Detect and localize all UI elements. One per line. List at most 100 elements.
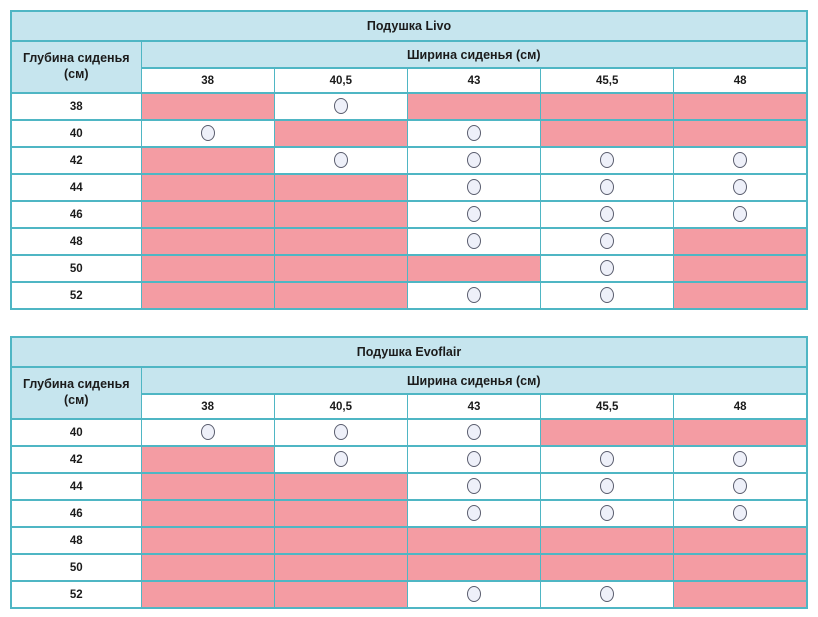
table-title: Подушка Evoflair xyxy=(10,336,808,368)
available-cell xyxy=(406,281,542,310)
circle-outline-icon xyxy=(466,586,481,603)
unavailable-cell xyxy=(406,526,542,555)
circle-outline-icon xyxy=(733,152,748,169)
row-label-cell: 46 xyxy=(10,499,142,528)
table-row: 38 xyxy=(10,92,808,121)
circle-outline-icon xyxy=(600,206,615,223)
unavailable-cell xyxy=(673,119,808,148)
circle-outline-icon xyxy=(333,424,348,441)
unavailable-cell xyxy=(273,119,408,148)
circle-outline-icon xyxy=(466,125,481,142)
depth-header-cell: Глубина сиденья (см) xyxy=(10,40,142,94)
unavailable-cell xyxy=(406,553,542,582)
table-row: 40 xyxy=(10,119,808,148)
unavailable-cell xyxy=(673,227,808,256)
unavailable-cell xyxy=(273,281,408,310)
available-cell xyxy=(540,472,675,501)
unavailable-cell xyxy=(140,146,275,175)
available-cell xyxy=(540,445,675,474)
circle-outline-icon xyxy=(733,451,748,468)
table-row: 48 xyxy=(10,227,808,256)
available-cell xyxy=(406,445,542,474)
available-cell xyxy=(540,173,675,202)
row-label-cell: 38 xyxy=(10,92,142,121)
table-row: 42 xyxy=(10,445,808,474)
column-header-cell: 40,5 xyxy=(273,393,408,420)
column-header-cell: 45,5 xyxy=(540,393,675,420)
available-cell xyxy=(406,499,542,528)
row-label-cell: 42 xyxy=(10,445,142,474)
unavailable-cell xyxy=(140,445,275,474)
unavailable-cell xyxy=(673,254,808,283)
available-cell xyxy=(673,472,808,501)
unavailable-cell xyxy=(140,472,275,501)
available-cell xyxy=(406,146,542,175)
unavailable-cell xyxy=(540,119,675,148)
available-cell xyxy=(540,580,675,609)
row-label-cell: 42 xyxy=(10,146,142,175)
available-cell xyxy=(406,173,542,202)
table-row: 52 xyxy=(10,580,808,609)
available-cell xyxy=(140,119,275,148)
unavailable-cell xyxy=(540,526,675,555)
unavailable-cell xyxy=(673,526,808,555)
column-header-cell: 38 xyxy=(140,393,275,420)
unavailable-cell xyxy=(273,499,408,528)
unavailable-cell xyxy=(406,92,542,121)
circle-outline-icon xyxy=(733,179,748,196)
circle-outline-icon xyxy=(466,233,481,250)
table-row: 50 xyxy=(10,553,808,582)
available-cell xyxy=(540,281,675,310)
unavailable-cell xyxy=(673,92,808,121)
available-cell xyxy=(273,92,408,121)
circle-outline-icon xyxy=(600,260,615,277)
circle-outline-icon xyxy=(466,287,481,304)
circle-outline-icon xyxy=(466,505,481,522)
row-label-cell: 50 xyxy=(10,553,142,582)
available-cell xyxy=(540,146,675,175)
unavailable-cell xyxy=(140,281,275,310)
table-row: 52 xyxy=(10,281,808,310)
circle-outline-icon xyxy=(733,505,748,522)
circle-outline-icon xyxy=(466,152,481,169)
row-label-cell: 52 xyxy=(10,281,142,310)
unavailable-cell xyxy=(273,526,408,555)
available-cell xyxy=(140,418,275,447)
circle-outline-icon xyxy=(333,152,348,169)
unavailable-cell xyxy=(540,418,675,447)
unavailable-cell xyxy=(273,227,408,256)
table-row: 50 xyxy=(10,254,808,283)
unavailable-cell xyxy=(140,173,275,202)
unavailable-cell xyxy=(140,227,275,256)
unavailable-cell xyxy=(273,553,408,582)
unavailable-cell xyxy=(140,499,275,528)
available-cell xyxy=(673,445,808,474)
available-cell xyxy=(540,499,675,528)
width-header-cell: Ширина сиденья (см) xyxy=(140,40,808,69)
available-cell xyxy=(406,472,542,501)
unavailable-cell xyxy=(273,472,408,501)
row-label-cell: 48 xyxy=(10,526,142,555)
circle-outline-icon xyxy=(466,206,481,223)
available-cell xyxy=(540,200,675,229)
column-header-cell: 48 xyxy=(673,67,808,94)
unavailable-cell xyxy=(140,553,275,582)
available-cell xyxy=(673,200,808,229)
circle-outline-icon xyxy=(600,478,615,495)
table-title: Подушка Livo xyxy=(10,10,808,42)
circle-outline-icon xyxy=(333,451,348,468)
available-cell xyxy=(673,146,808,175)
circle-outline-icon xyxy=(600,152,615,169)
column-header-row: 38 40,5 43 45,5 48 xyxy=(11,393,808,420)
column-header-cell: 40,5 xyxy=(273,67,408,94)
column-header-cell: 45,5 xyxy=(540,67,675,94)
available-cell xyxy=(673,499,808,528)
row-label-cell: 46 xyxy=(10,200,142,229)
unavailable-cell xyxy=(673,553,808,582)
circle-outline-icon xyxy=(600,586,615,603)
table-row: 44 xyxy=(10,472,808,501)
title-row: Подушка Evoflair xyxy=(10,336,808,368)
available-cell xyxy=(406,119,542,148)
available-cell xyxy=(673,173,808,202)
